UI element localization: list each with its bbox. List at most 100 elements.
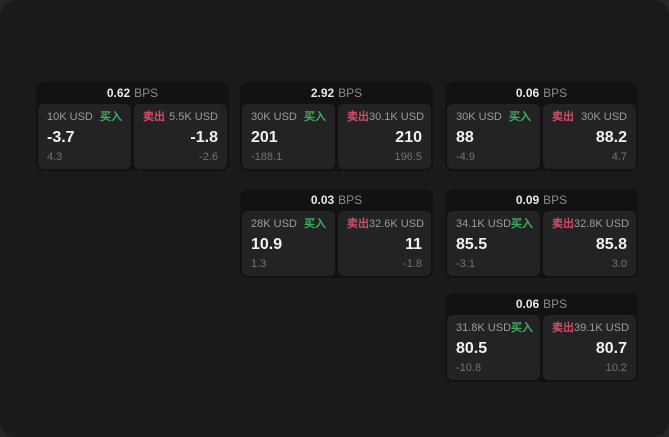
spread-value: 0.03 <box>310 193 335 207</box>
sell-sub-value: 196.5 <box>394 151 422 163</box>
sell-panel-top-row: 卖出 30K USD <box>552 111 627 123</box>
sell-amount-label: 5.5K USD <box>169 111 218 123</box>
sell-sub-value: 3.0 <box>611 258 627 270</box>
spread-header: 0.03 BPS <box>240 189 433 211</box>
buy-price-value: 85.5 <box>456 235 488 253</box>
quote-card: 0.03 BPS 28K USD 买入 10.9 1.3 卖出 32.6K US… <box>240 189 433 278</box>
sell-panel[interactable]: 卖出 39.1K USD 80.7 10.2 <box>543 315 636 380</box>
buy-amount-label: 28K USD <box>251 218 297 230</box>
spread-header: 0.06 BPS <box>445 82 638 104</box>
sell-panel-top-row: 卖出 5.5K USD <box>143 111 218 123</box>
spread-header: 0.06 BPS <box>445 293 638 315</box>
buy-price-value: 201 <box>251 128 278 146</box>
buy-panel[interactable]: 10K USD 买入 -3.7 4.3 <box>38 104 131 169</box>
sell-panel-top-row: 卖出 39.1K USD <box>552 322 630 334</box>
sell-panel[interactable]: 卖出 5.5K USD -1.8 -2.6 <box>134 104 227 169</box>
buy-amount-label: 30K USD <box>456 111 502 123</box>
buy-panel-top-row: 34.1K USD 买入 <box>456 218 534 230</box>
buy-panel-top-row: 10K USD 买入 <box>47 111 122 123</box>
buy-panel-top-row: 30K USD 买入 <box>251 111 326 123</box>
quote-card-body: 28K USD 买入 10.9 1.3 卖出 32.6K USD 11 -1.8 <box>240 211 433 278</box>
spread-value: 0.62 <box>106 86 131 100</box>
sell-price-value: 85.8 <box>595 235 627 253</box>
spread-unit-label: BPS <box>338 86 363 100</box>
spread-unit-label: BPS <box>338 193 363 207</box>
buy-side-label: 买入 <box>304 111 326 123</box>
quote-card: 0.62 BPS 10K USD 买入 -3.7 4.3 卖出 5.5K USD… <box>36 82 229 171</box>
buy-panel[interactable]: 28K USD 买入 10.9 1.3 <box>242 211 335 276</box>
sell-sub-value: 10.2 <box>605 362 627 374</box>
sell-panel[interactable]: 卖出 32.6K USD 11 -1.8 <box>338 211 431 276</box>
quote-card-body: 30K USD 买入 88 -4.9 卖出 30K USD 88.2 4.7 <box>445 104 638 171</box>
spread-value: 0.09 <box>515 193 540 207</box>
sell-amount-label: 32.6K USD <box>369 218 425 230</box>
sell-price-value: 210 <box>395 128 422 146</box>
buy-price-value: 88 <box>456 128 474 146</box>
buy-panel[interactable]: 31.8K USD 买入 80.5 -10.8 <box>447 315 540 380</box>
sell-price-value: 88.2 <box>595 128 627 146</box>
sell-amount-label: 39.1K USD <box>574 322 630 334</box>
quote-card-body: 31.8K USD 买入 80.5 -10.8 卖出 39.1K USD 80.… <box>445 315 638 382</box>
spread-unit-label: BPS <box>134 86 159 100</box>
buy-sub-value: 1.3 <box>251 258 267 270</box>
buy-panel-top-row: 28K USD 买入 <box>251 218 326 230</box>
sell-sub-value: -1.8 <box>403 258 422 270</box>
buy-side-label: 买入 <box>304 218 326 230</box>
buy-panel-top-row: 31.8K USD 买入 <box>456 322 534 334</box>
spread-header: 0.62 BPS <box>36 82 229 104</box>
buy-sub-value: 4.3 <box>47 151 63 163</box>
buy-side-label: 买入 <box>509 111 531 123</box>
quote-card-body: 10K USD 买入 -3.7 4.3 卖出 5.5K USD -1.8 -2.… <box>36 104 229 171</box>
sell-panel[interactable]: 卖出 32.8K USD 85.8 3.0 <box>543 211 636 276</box>
sell-panel-top-row: 卖出 32.6K USD <box>347 218 425 230</box>
buy-price-value: 80.5 <box>456 339 488 357</box>
sell-side-label: 卖出 <box>143 111 165 123</box>
quote-card: 0.06 BPS 31.8K USD 买入 80.5 -10.8 卖出 39.1… <box>445 293 638 382</box>
quote-card: 0.09 BPS 34.1K USD 买入 85.5 -3.1 卖出 32.8K… <box>445 189 638 278</box>
buy-sub-value: -10.8 <box>456 362 482 374</box>
sell-side-label: 卖出 <box>347 111 369 123</box>
buy-panel-top-row: 30K USD 买入 <box>456 111 531 123</box>
sell-sub-value: 4.7 <box>611 151 627 163</box>
quote-card: 2.92 BPS 30K USD 买入 201 -188.1 卖出 30.1K … <box>240 82 433 171</box>
buy-panel[interactable]: 30K USD 买入 201 -188.1 <box>242 104 335 169</box>
buy-amount-label: 34.1K USD <box>456 218 512 230</box>
buy-side-label: 买入 <box>511 322 534 334</box>
sell-sub-value: -2.6 <box>199 151 218 163</box>
buy-panel[interactable]: 34.1K USD 买入 85.5 -3.1 <box>447 211 540 276</box>
spread-value: 2.92 <box>310 86 335 100</box>
sell-amount-label: 30.1K USD <box>369 111 425 123</box>
buy-panel[interactable]: 30K USD 买入 88 -4.9 <box>447 104 540 169</box>
buy-side-label: 买入 <box>511 218 534 230</box>
spread-header: 2.92 BPS <box>240 82 433 104</box>
quote-card-body: 30K USD 买入 201 -188.1 卖出 30.1K USD 210 1… <box>240 104 433 171</box>
sell-panel[interactable]: 卖出 30.1K USD 210 196.5 <box>338 104 431 169</box>
spread-unit-label: BPS <box>543 297 568 311</box>
sell-side-label: 卖出 <box>552 218 574 230</box>
quote-card: 0.06 BPS 30K USD 买入 88 -4.9 卖出 30K USD 8… <box>445 82 638 171</box>
sell-panel-top-row: 卖出 32.8K USD <box>552 218 630 230</box>
sell-panel[interactable]: 卖出 30K USD 88.2 4.7 <box>543 104 636 169</box>
sell-price-value: 80.7 <box>595 339 627 357</box>
buy-sub-value: -3.1 <box>456 258 475 270</box>
spread-value: 0.06 <box>515 86 540 100</box>
quote-card-body: 34.1K USD 买入 85.5 -3.1 卖出 32.8K USD 85.8… <box>445 211 638 278</box>
spread-unit-label: BPS <box>543 86 568 100</box>
sell-panel-top-row: 卖出 30.1K USD <box>347 111 425 123</box>
sell-side-label: 卖出 <box>552 322 574 334</box>
sell-price-value: -1.8 <box>190 128 218 146</box>
spread-value: 0.06 <box>515 297 540 311</box>
sell-price-value: 11 <box>405 235 422 253</box>
sell-amount-label: 32.8K USD <box>574 218 630 230</box>
buy-sub-value: -4.9 <box>456 151 475 163</box>
buy-price-value: 10.9 <box>251 235 283 253</box>
sell-side-label: 卖出 <box>552 111 574 123</box>
sell-amount-label: 30K USD <box>581 111 627 123</box>
buy-amount-label: 30K USD <box>251 111 297 123</box>
buy-amount-label: 31.8K USD <box>456 322 512 334</box>
buy-side-label: 买入 <box>100 111 122 123</box>
sell-side-label: 卖出 <box>347 218 369 230</box>
buy-amount-label: 10K USD <box>47 111 93 123</box>
buy-sub-value: -188.1 <box>251 151 283 163</box>
